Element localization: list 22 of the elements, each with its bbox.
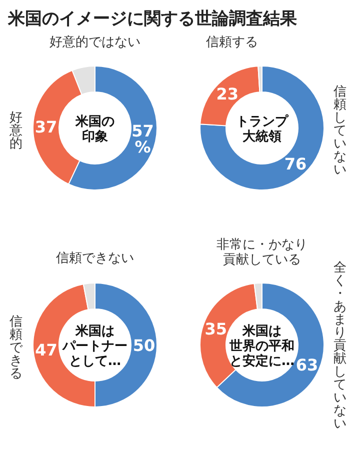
- slice-label: 信頼できる: [10, 314, 24, 382]
- slice-label: 非常に・かなり貢献している: [216, 238, 308, 268]
- text: 米国はパートナーとして…: [62, 324, 128, 369]
- data-label: 63: [296, 355, 318, 374]
- data-label: 35: [204, 319, 228, 338]
- slice-label: 信頼していない: [334, 84, 346, 178]
- data-label: 50: [132, 336, 156, 355]
- data-label: 47: [35, 340, 58, 360]
- text: 米国は世界の平和と安定に…: [228, 324, 294, 369]
- data-label: 23: [216, 84, 238, 104]
- slice-label: 信頼する: [206, 35, 258, 50]
- data-label: 57%: [132, 122, 154, 157]
- text: トランプ大統領: [236, 114, 289, 144]
- slice-label: 好意的: [8, 110, 22, 152]
- slice-label: 信頼できない: [56, 251, 134, 266]
- text: 米国のイメージに関する世論調査結果: [7, 9, 298, 29]
- donut-slice: [200, 66, 324, 190]
- data-label: 76: [284, 154, 307, 174]
- slice-label: 好意的ではない: [50, 35, 140, 50]
- category-label: 全く・あまり貢献していない: [334, 260, 346, 432]
- text: 米国の印象: [74, 114, 114, 144]
- data-label: 37: [34, 117, 58, 136]
